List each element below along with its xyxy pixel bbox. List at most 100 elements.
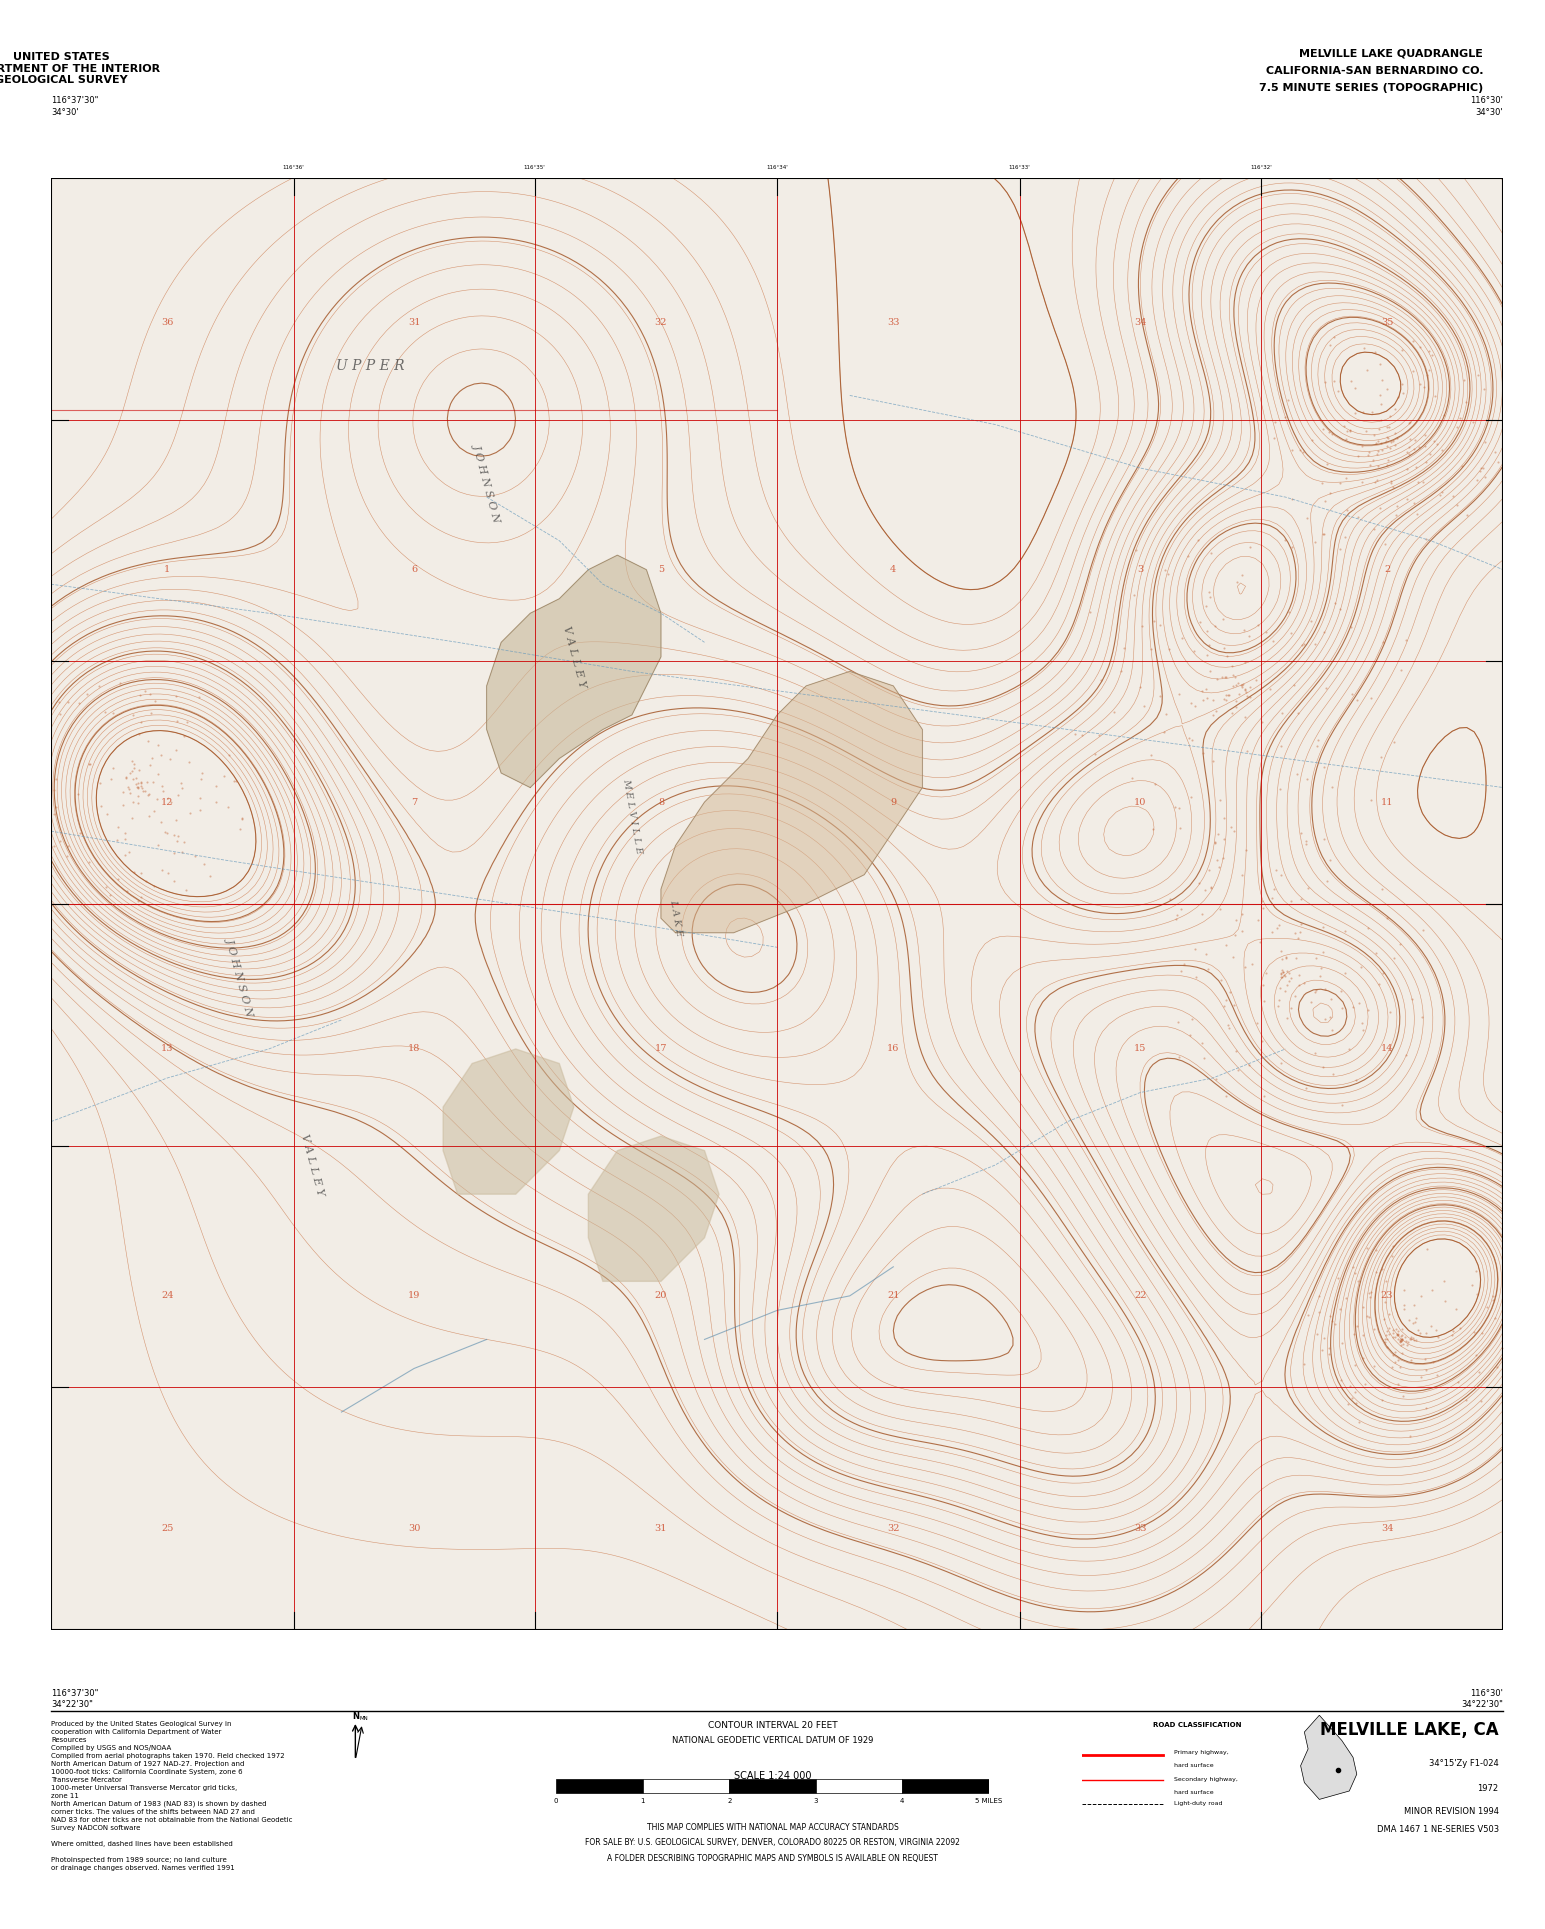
Point (1370, 434, 1395, 465)
Point (1426, 1321, 1451, 1352)
Point (1407, 332, 1432, 363)
Text: M E L V I L L E: M E L V I L L E (621, 777, 643, 855)
Point (138, 679, 162, 710)
Point (1312, 824, 1336, 855)
Point (134, 866, 159, 897)
Text: L A K E: L A K E (667, 899, 683, 937)
Text: CONTOUR INTERVAL 20 FEET: CONTOUR INTERVAL 20 FEET (708, 1721, 837, 1730)
Point (121, 787, 145, 818)
Point (1346, 988, 1370, 1019)
Point (1323, 586, 1347, 617)
Point (1264, 912, 1289, 943)
Point (1401, 434, 1426, 465)
Point (1360, 785, 1384, 816)
Point (1390, 336, 1415, 367)
Point (1244, 1007, 1268, 1038)
Point (1350, 1319, 1375, 1350)
Point (148, 739, 173, 770)
Point (1289, 818, 1313, 849)
Point (1287, 970, 1312, 1001)
Point (1469, 453, 1494, 484)
Point (1389, 1323, 1414, 1354)
Point (1306, 1296, 1330, 1327)
Point (164, 681, 188, 712)
Text: 32: 32 (655, 318, 667, 328)
Point (1389, 1323, 1414, 1354)
Text: 20: 20 (655, 1291, 667, 1300)
Point (1261, 422, 1285, 453)
Point (1398, 407, 1423, 438)
Point (1343, 1258, 1367, 1289)
Point (1421, 1346, 1446, 1377)
Point (1395, 1331, 1420, 1362)
Point (1332, 521, 1357, 552)
Point (1380, 1341, 1404, 1372)
Point (1207, 785, 1231, 816)
Point (1128, 671, 1153, 702)
Point (1272, 959, 1296, 990)
Point (1276, 959, 1301, 990)
Point (1330, 993, 1355, 1024)
Point (1295, 764, 1319, 795)
Point (56, 831, 80, 862)
Point (1230, 860, 1255, 891)
Point (1258, 673, 1282, 704)
Point (1424, 1360, 1449, 1391)
Point (1401, 1291, 1426, 1321)
Point (1109, 656, 1134, 687)
Point (1313, 486, 1338, 517)
Point (1279, 885, 1304, 916)
Point (202, 787, 227, 818)
Point (1412, 430, 1437, 461)
Text: 5: 5 (658, 565, 664, 575)
Point (76, 679, 100, 710)
Point (43, 791, 68, 822)
Point (1412, 372, 1437, 403)
Point (1386, 1323, 1411, 1354)
Point (1465, 1279, 1489, 1310)
Point (117, 777, 142, 808)
Point (1176, 540, 1200, 571)
Point (1414, 1354, 1438, 1385)
Point (1211, 683, 1236, 714)
Point (1190, 675, 1214, 706)
Point (1185, 525, 1210, 556)
Point (128, 679, 153, 710)
Point (108, 667, 133, 698)
Point (150, 775, 175, 806)
Point (1304, 1318, 1329, 1348)
Point (1375, 411, 1400, 442)
Point (1384, 1319, 1409, 1350)
Point (1335, 494, 1360, 525)
Point (154, 818, 179, 849)
Point (1282, 918, 1307, 949)
Point (173, 874, 198, 905)
Point (1381, 943, 1406, 974)
Point (1355, 355, 1380, 386)
Point (1375, 1316, 1400, 1346)
Point (187, 795, 212, 826)
Point (1225, 667, 1250, 698)
Point (1374, 1265, 1398, 1296)
Text: 1: 1 (164, 565, 170, 575)
Point (1319, 1015, 1344, 1046)
Text: 11: 11 (1381, 797, 1394, 806)
Point (125, 768, 150, 799)
Point (150, 855, 175, 885)
Point (1363, 1256, 1387, 1287)
Point (1327, 467, 1352, 498)
Point (1304, 974, 1329, 1005)
Point (1333, 424, 1358, 455)
Point (198, 860, 222, 891)
Point (1230, 671, 1255, 702)
Point (105, 812, 130, 843)
Point (1166, 679, 1191, 710)
Point (87, 671, 111, 702)
Text: 33: 33 (887, 318, 899, 328)
Point (168, 768, 193, 799)
Point (1279, 993, 1304, 1024)
Point (1352, 332, 1377, 363)
Point (1250, 1026, 1275, 1057)
Point (1363, 421, 1387, 451)
Point (1213, 685, 1238, 716)
